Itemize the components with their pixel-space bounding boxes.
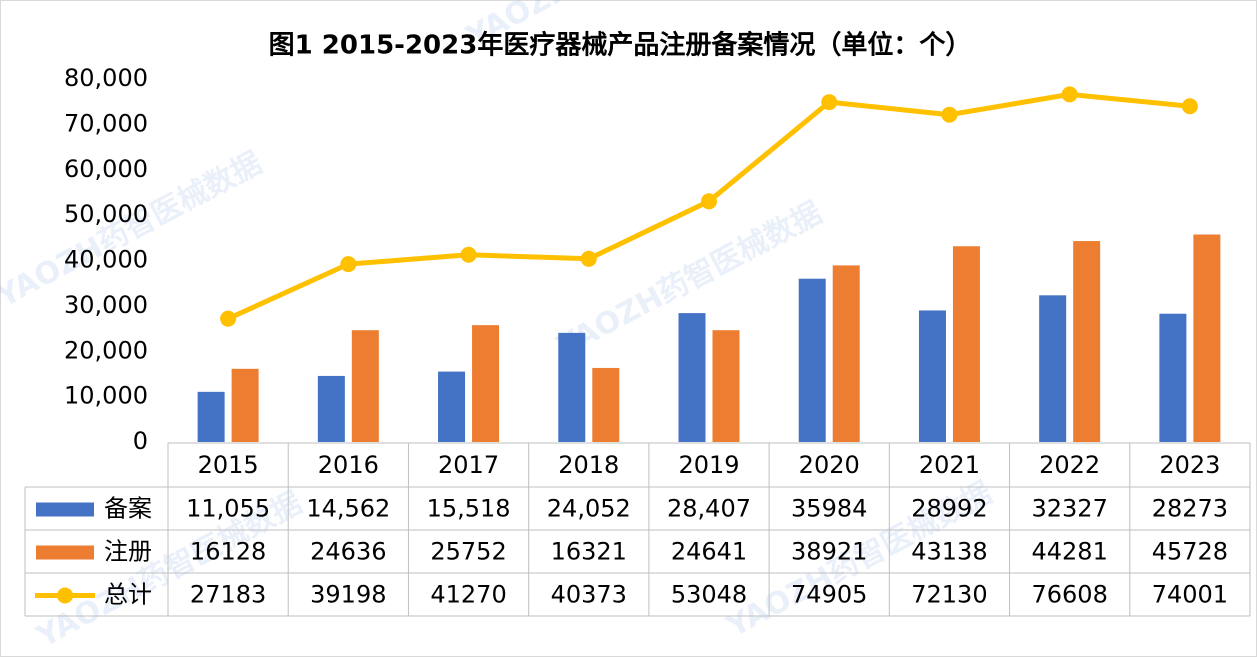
x-tick-label: 2018: [558, 451, 619, 479]
data-label: 27183: [190, 581, 266, 609]
data-label: 16321: [551, 538, 627, 566]
line-marker: [580, 250, 597, 267]
chart-title: 图1 2015-2023年医疗器械产品注册备案情况（单位：个）: [269, 30, 972, 61]
data-label: 28273: [1152, 495, 1228, 523]
x-tick-label: 2017: [438, 451, 499, 479]
bar: [832, 265, 860, 442]
bar: [1073, 241, 1101, 442]
bar: [472, 325, 500, 442]
legend-swatch: [57, 587, 73, 604]
data-label: 24641: [671, 538, 747, 566]
line-marker: [821, 94, 838, 111]
bar: [1193, 234, 1221, 442]
line-marker: [340, 256, 357, 273]
bar: [1159, 313, 1187, 442]
legend-label: 注册: [104, 538, 152, 566]
data-label: 24636: [310, 538, 386, 566]
bar: [592, 367, 620, 442]
data-label: 32327: [1031, 495, 1107, 523]
bar: [438, 371, 466, 442]
data-label: 24,052: [547, 495, 631, 523]
legend-label: 总计: [104, 581, 152, 609]
line-marker: [701, 193, 717, 210]
data-label: 40373: [551, 581, 627, 609]
bar: [231, 368, 259, 442]
data-label: 74001: [1152, 581, 1228, 609]
data-label: 74905: [791, 581, 867, 609]
y-tick-label: 0: [133, 427, 148, 455]
x-tick-label: 2020: [799, 451, 860, 479]
bar: [351, 330, 379, 442]
y-tick-label: 50,000: [64, 200, 148, 228]
bar: [712, 330, 740, 442]
y-tick-label: 60,000: [64, 155, 148, 183]
bar: [197, 391, 225, 442]
data-label: 14,562: [306, 495, 390, 523]
bar: [317, 375, 345, 442]
line-marker: [1061, 86, 1078, 103]
data-label: 35984: [791, 495, 867, 523]
data-label: 45728: [1152, 538, 1228, 566]
data-label: 38921: [791, 538, 867, 566]
data-label: 76608: [1031, 581, 1107, 609]
data-label: 16128: [190, 538, 266, 566]
data-label: 44281: [1031, 538, 1107, 566]
x-tick-label: 2015: [198, 451, 259, 479]
line-marker: [220, 310, 237, 327]
data-label: 43138: [911, 538, 987, 566]
data-label: 28992: [911, 495, 987, 523]
y-tick-label: 40,000: [64, 246, 148, 274]
data-label: 72130: [911, 581, 987, 609]
y-tick-label: 10,000: [64, 382, 148, 410]
x-tick-label: 2021: [919, 451, 980, 479]
x-tick-label: 2019: [678, 451, 739, 479]
bar: [918, 310, 946, 442]
legend-label: 备案: [104, 495, 152, 523]
bar: [678, 313, 706, 442]
y-tick-label: 70,000: [64, 109, 148, 137]
line-marker: [941, 106, 958, 123]
bar: [952, 246, 980, 442]
x-tick-label: 2022: [1039, 451, 1100, 479]
y-tick-label: 80,000: [64, 64, 148, 92]
data-label: 39198: [310, 581, 386, 609]
data-label: 15,518: [427, 495, 511, 523]
line-marker: [1181, 98, 1198, 115]
bar: [798, 278, 826, 442]
x-tick-label: 2023: [1159, 451, 1220, 479]
bar: [558, 332, 586, 442]
y-tick-label: 30,000: [64, 291, 148, 319]
data-label: 41270: [430, 581, 506, 609]
legend-swatch: [36, 545, 94, 560]
data-label: 28,407: [667, 495, 751, 523]
data-label: 11,055: [186, 495, 270, 523]
data-label: 53048: [671, 581, 747, 609]
data-label: 25752: [430, 538, 506, 566]
bar: [1039, 295, 1067, 442]
y-tick-label: 20,000: [64, 336, 148, 364]
legend-swatch: [36, 502, 94, 517]
x-tick-label: 2016: [318, 451, 379, 479]
line-marker: [460, 246, 477, 263]
